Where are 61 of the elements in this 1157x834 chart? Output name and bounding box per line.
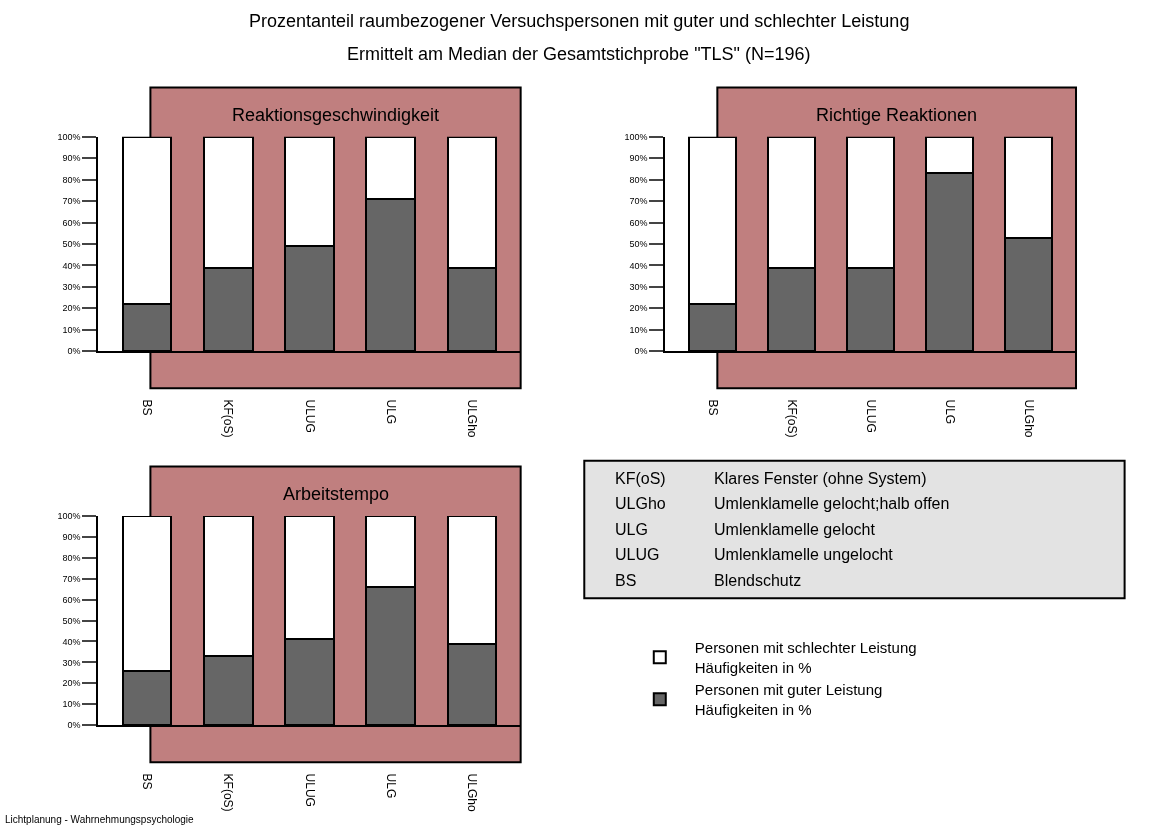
y-tick-label: 30% [62, 657, 81, 668]
y-tick-label: 100% [57, 511, 81, 522]
text: KF(oS) Klares Fenster (ohne System) [615, 470, 927, 487]
y-tick-label: 90% [629, 153, 648, 164]
y-tick-label: 50% [62, 239, 81, 250]
y-tick-label: 20% [629, 303, 648, 314]
x-tick-label: BS [140, 399, 155, 416]
x-tick-label: KF(oS) [221, 399, 236, 438]
y-tick-label: 60% [629, 217, 648, 228]
y-tick-label: 0% [67, 720, 81, 731]
y-tick-label: 90% [62, 153, 81, 164]
y-tick-label: 10% [62, 699, 81, 710]
y-tick-label: 90% [62, 531, 81, 542]
x-tick-label: BS [705, 399, 720, 416]
y-tick-label: 50% [629, 239, 648, 250]
text: Ermittelt am Median der Gesamtstichprobe "TLS" (N=196) [347, 44, 811, 64]
y-tick-label: 40% [62, 636, 81, 647]
y-tick-label: 70% [62, 573, 81, 584]
chart-title: Reaktionsgeschwindigkeit [232, 105, 440, 125]
y-tick-label: 10% [629, 324, 648, 335]
x-tick-label: ULGho [1021, 399, 1036, 438]
y-tick-label: 10% [62, 324, 81, 335]
y-tick-label: 30% [629, 281, 648, 292]
y-tick-label: 50% [62, 615, 81, 626]
y-tick-label: 100% [57, 131, 81, 142]
x-tick-label: KF(oS) [221, 773, 236, 812]
x-tick-label: ULG [383, 399, 398, 425]
x-tick-label: ULUG [302, 773, 317, 807]
y-tick-label: 80% [629, 174, 648, 185]
x-tick-label: ULGho [465, 399, 480, 438]
y-tick-label: 70% [629, 196, 648, 207]
y-tick-label: 0% [67, 346, 81, 357]
y-tick-label: 20% [62, 678, 81, 689]
y-tick-label: 100% [624, 131, 648, 142]
text: Prozentanteil raumbezogener Versuchspersonen mit guter und schlechter Leistung [249, 11, 910, 31]
x-tick-label: ULUG [302, 399, 317, 433]
y-tick-label: 40% [629, 260, 648, 271]
y-tick-label: 0% [634, 346, 648, 357]
y-tick-label: 60% [62, 217, 81, 228]
y-tick-label: 70% [62, 196, 81, 207]
y-tick-label: 80% [62, 552, 81, 563]
text: BS Blendschutz [615, 572, 802, 589]
y-tick-label: 20% [62, 303, 81, 314]
text: ULUG Umlenklamelle ungelocht [615, 546, 893, 563]
x-tick-label: BS [140, 773, 155, 790]
x-tick-label: ULGho [465, 773, 480, 812]
text: Lichtplanung - Wahrnehmungspsychologie [5, 814, 195, 825]
legend-label: Personen mit schlechter Leistung Häufigkeiten in % [694, 639, 917, 676]
text: ULG Umlenklamelle gelocht [615, 521, 875, 538]
x-tick-label: ULG [942, 399, 957, 425]
chart-title: Arbeitstempo [283, 484, 390, 504]
chart-title: Richtige Reaktionen [816, 105, 978, 125]
x-tick-label: ULG [383, 773, 398, 799]
y-tick-label: 80% [62, 174, 81, 185]
y-tick-label: 30% [62, 281, 81, 292]
legend-label: Personen mit guter Leistung Häufigkeiten in % [694, 681, 883, 718]
x-tick-label: ULUG [863, 399, 878, 433]
y-tick-label: 60% [62, 594, 81, 605]
text: ULGho Umlenklamelle gelocht;halb offen [615, 495, 950, 512]
y-tick-label: 40% [62, 260, 81, 271]
x-tick-label: KF(oS) [784, 399, 799, 438]
